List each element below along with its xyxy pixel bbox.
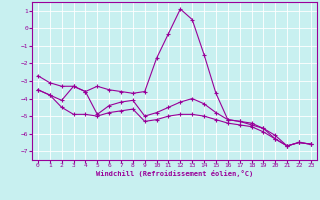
X-axis label: Windchill (Refroidissement éolien,°C): Windchill (Refroidissement éolien,°C)	[96, 170, 253, 177]
